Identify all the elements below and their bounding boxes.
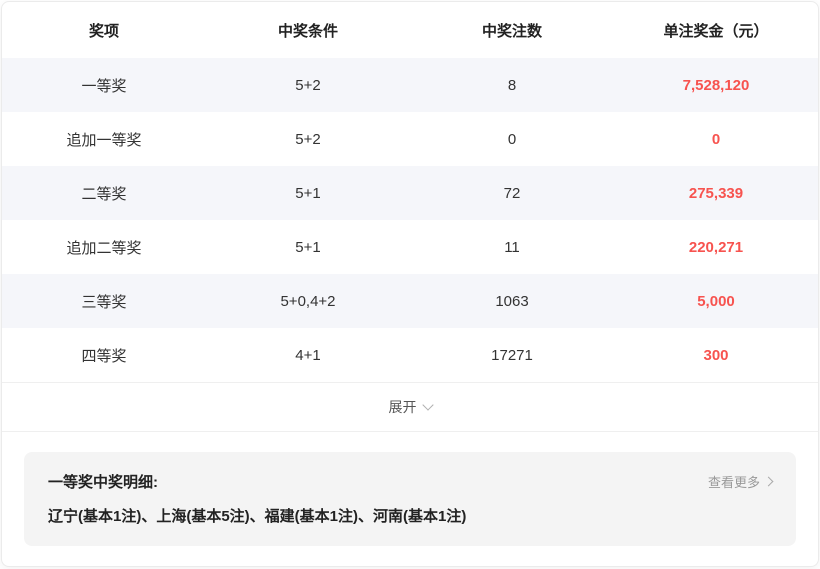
win-condition: 5+0,4+2 [280,292,336,310]
column-header-condition: 中奖条件 [277,22,338,40]
column-header-amount: 单注奖金（元） [663,22,769,40]
win-count: 17271 [491,346,533,364]
win-condition: 5+1 [295,238,321,256]
prize-name: 四等奖 [81,347,127,365]
expand-button[interactable]: 展开 [2,382,818,432]
prize-name: 追加一等奖 [66,131,142,149]
details-title: 一等奖中奖明细: [48,474,158,491]
chevron-down-icon [421,399,434,411]
prize-name: 三等奖 [81,293,127,311]
prize-amount: 275,339 [688,184,744,202]
table-row: 一等奖 5+2 8 7,528,120 [2,58,818,112]
prize-amount: 0 [711,130,721,148]
prize-name: 一等奖 [81,77,127,95]
prize-amount: 5,000 [697,292,735,310]
win-condition: 5+2 [295,76,321,94]
table-row: 四等奖 4+1 17271 300 [2,328,818,382]
column-header-count: 中奖注数 [481,22,542,40]
win-count: 72 [503,184,521,202]
table-row: 二等奖 5+1 72 275,339 [2,166,818,220]
prize-amount: 7,528,120 [682,76,750,94]
prize-name: 追加二等奖 [66,239,142,257]
table-row: 三等奖 5+0,4+2 1063 5,000 [2,274,818,328]
win-condition: 5+2 [295,130,321,148]
view-more-link[interactable]: 查看更多 [707,472,774,491]
view-more-label: 查看更多 [707,475,760,490]
prize-amount: 220,271 [688,238,744,256]
win-count: 11 [504,238,520,256]
win-condition: 5+1 [295,184,321,202]
chevron-right-icon [763,476,774,487]
first-prize-details-section: 一等奖中奖明细: 查看更多 辽宁(基本1注)、上海(基本5注)、福建(基本1注)… [2,432,818,546]
first-prize-details-panel: 一等奖中奖明细: 查看更多 辽宁(基本1注)、上海(基本5注)、福建(基本1注)… [24,452,796,546]
win-count: 8 [507,76,517,94]
prize-name: 二等奖 [81,185,127,203]
win-count: 0 [507,130,517,148]
column-header-prize: 奖项 [88,22,119,40]
table-row: 追加二等奖 5+1 11 220,271 [2,220,818,274]
prize-table: 奖项 中奖条件 中奖注数 单注奖金（元） 一等奖 5+2 8 7,528,120… [2,2,818,382]
table-row: 追加一等奖 5+2 0 0 [2,112,818,166]
win-count: 1063 [495,292,529,310]
expand-label: 展开 [388,399,417,415]
prize-amount: 300 [703,346,729,364]
table-header-row: 奖项 中奖条件 中奖注数 单注奖金（元） [2,2,818,58]
win-condition: 4+1 [295,346,321,364]
details-content: 辽宁(基本1注)、上海(基本5注)、福建(基本1注)、河南(基本1注) [48,508,467,525]
